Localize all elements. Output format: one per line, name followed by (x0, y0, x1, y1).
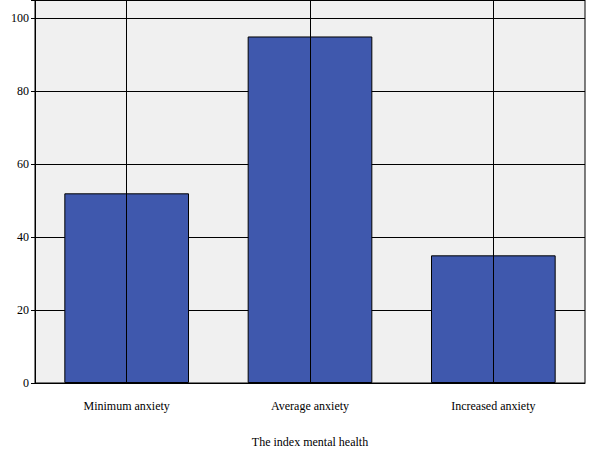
svg-text:100: 100 (11, 11, 29, 25)
svg-text:Increased anxiety: Increased anxiety (451, 399, 535, 413)
svg-text:80: 80 (17, 84, 29, 98)
svg-text:0: 0 (23, 376, 29, 390)
svg-text:The index mental health: The index mental health (252, 435, 368, 449)
svg-text:20: 20 (17, 303, 29, 317)
svg-text:Average anxiety: Average anxiety (271, 399, 349, 413)
svg-text:Minimum anxiety: Minimum anxiety (84, 399, 170, 413)
svg-text:40: 40 (17, 230, 29, 244)
svg-text:60: 60 (17, 157, 29, 171)
